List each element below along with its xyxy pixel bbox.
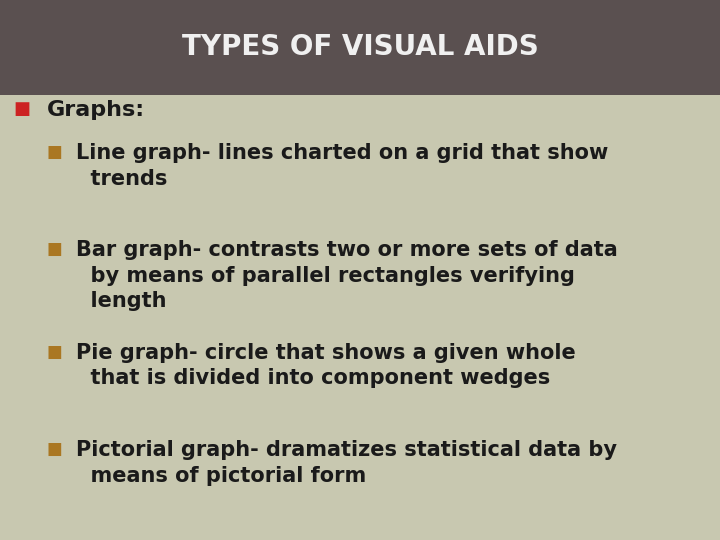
Text: ■: ■ (47, 240, 63, 258)
Text: ■: ■ (47, 440, 63, 458)
Text: TYPES OF VISUAL AIDS: TYPES OF VISUAL AIDS (181, 33, 539, 61)
Text: Line graph- lines charted on a grid that show
  trends: Line graph- lines charted on a grid that… (76, 143, 608, 188)
Text: ■: ■ (47, 143, 63, 161)
Text: Pictorial graph- dramatizes statistical data by
  means of pictorial form: Pictorial graph- dramatizes statistical … (76, 440, 616, 485)
Text: Pie graph- circle that shows a given whole
  that is divided into component wedg: Pie graph- circle that shows a given who… (76, 343, 575, 388)
Text: Graphs:: Graphs: (47, 100, 145, 120)
Text: ■: ■ (47, 343, 63, 361)
Bar (0, 94, 720, 540)
Bar (0, 0, 720, 94)
Text: Bar graph- contrasts two or more sets of data
  by means of parallel rectangles : Bar graph- contrasts two or more sets of… (76, 240, 617, 312)
Text: ■: ■ (13, 100, 30, 118)
